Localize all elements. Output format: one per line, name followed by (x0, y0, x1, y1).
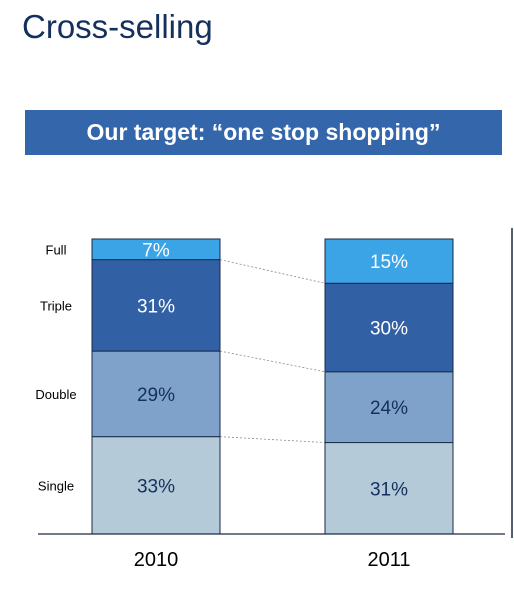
series-label-single: Single (38, 478, 74, 493)
bar-2011-full (324, 238, 454, 284)
bar-2010-full (91, 238, 221, 261)
data-label-2011-double: 24% (370, 398, 408, 419)
data-label-2011-full: 15% (370, 252, 408, 273)
page-title: Cross-selling (22, 8, 213, 45)
series-label-double: Double (35, 387, 76, 402)
bar-2011-double (324, 371, 454, 444)
bar-2010-single (91, 436, 221, 535)
data-label-2011-triple: 30% (370, 319, 408, 340)
connector-line-double (219, 350, 326, 373)
connector-line-triple (219, 259, 326, 284)
target-banner: Our target: “one stop shopping” (25, 110, 502, 155)
bar-2011-triple (324, 282, 454, 373)
data-label-2011-single: 31% (370, 479, 408, 500)
category-label-2011: 2011 (367, 549, 410, 571)
data-label-2010-single: 33% (137, 476, 175, 497)
category-label-2010: 2010 (134, 549, 179, 571)
data-label-2010-triple: 31% (137, 296, 175, 317)
series-label-triple: Triple (40, 298, 72, 313)
data-label-2010-double: 29% (137, 385, 175, 406)
bar-2010-double (91, 350, 221, 438)
connector-line-single (219, 436, 326, 443)
data-label-2010-full: 7% (142, 240, 170, 261)
bar-2010-triple (91, 259, 221, 352)
connector-lines (219, 259, 326, 443)
series-label-full: Full (46, 242, 67, 257)
